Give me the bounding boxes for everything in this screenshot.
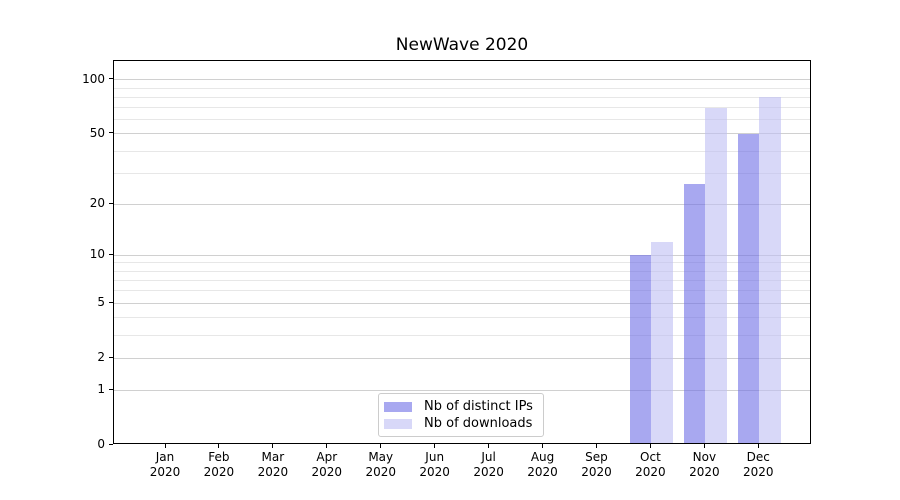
x-tick-mark: [434, 444, 436, 448]
legend-item: Nb of distinct IPs: [384, 398, 543, 415]
x-tick-mark: [326, 444, 328, 448]
y-tick-mark: [109, 388, 113, 390]
x-tick-label: Sep 2020: [581, 450, 612, 479]
y-tick-mark: [109, 132, 113, 134]
y-tick-label: 50: [89, 125, 105, 140]
gridline-minor: [114, 262, 810, 264]
gridline-minor: [114, 270, 810, 272]
y-tick-mark: [109, 356, 113, 358]
y-tick-label: 10: [89, 247, 105, 262]
bar-distinct-ips: [737, 133, 760, 443]
chart-title: NewWave 2020: [395, 35, 529, 55]
bar-downloads: [759, 97, 781, 443]
gridline-minor: [114, 87, 810, 89]
legend: Nb of distinct IPs Nb of downloads: [378, 393, 544, 437]
legend-item: Nb of downloads: [384, 415, 543, 432]
bar-downloads: [651, 242, 673, 443]
gridline-minor: [114, 334, 810, 336]
gridline-major: [114, 254, 810, 256]
y-tick-label: 1: [97, 382, 105, 397]
gridline-minor: [114, 150, 810, 152]
gridline-minor: [114, 279, 810, 281]
y-tick-mark: [109, 202, 113, 204]
gridline-major: [114, 79, 810, 81]
gridline-minor: [114, 317, 810, 319]
x-tick-label: Jun 2020: [419, 450, 450, 479]
gridline-minor: [114, 290, 810, 292]
gridline-major: [114, 357, 810, 359]
gridline-major: [114, 203, 810, 205]
legend-label: Nb of distinct IPs: [424, 399, 533, 414]
y-tick-label: 100: [82, 71, 105, 86]
x-tick-label: Dec 2020: [743, 450, 774, 479]
x-tick-mark: [757, 444, 759, 448]
gridline-major: [114, 389, 810, 391]
gridline-major: [114, 133, 810, 135]
x-tick-mark: [218, 444, 220, 448]
x-tick-label: Mar 2020: [257, 450, 289, 479]
y-tick-mark: [109, 78, 113, 80]
y-tick-mark: [109, 443, 113, 445]
legend-swatch-downloads: [384, 418, 412, 429]
x-tick-label: Nov 2020: [689, 450, 720, 479]
gridline-minor: [114, 107, 810, 109]
x-tick-label: Jan 2020: [149, 450, 181, 479]
bar-distinct-ips: [683, 184, 706, 443]
x-tick-label: Apr 2020: [311, 450, 343, 479]
x-tick-label: May 2020: [365, 450, 396, 479]
x-tick-mark: [272, 444, 274, 448]
x-tick-mark: [488, 444, 490, 448]
x-tick-mark: [380, 444, 382, 448]
x-tick-mark: [649, 444, 651, 448]
y-tick-mark: [109, 253, 113, 255]
y-tick-label: 0: [97, 437, 105, 451]
gridline-minor: [114, 119, 810, 121]
gridline-major: [114, 302, 810, 304]
bar-downloads: [705, 107, 727, 443]
x-tick-mark: [164, 444, 166, 448]
legend-swatch-distinct-ips: [384, 401, 412, 412]
x-tick-label: Oct 2020: [635, 450, 666, 479]
x-tick-label: Aug 2020: [527, 450, 558, 479]
x-tick-label: Feb 2020: [203, 450, 235, 479]
y-tick-mark: [109, 301, 113, 303]
y-tick-label: 2: [97, 350, 105, 365]
y-tick-label: 5: [97, 295, 105, 310]
x-tick-mark: [703, 444, 705, 448]
plot-area: [113, 60, 811, 444]
gridline-minor: [114, 172, 810, 174]
x-tick-mark: [595, 444, 597, 448]
gridline-minor: [114, 96, 810, 98]
bar-distinct-ips: [629, 255, 652, 443]
legend-rows: Nb of distinct IPs Nb of downloads: [384, 398, 543, 432]
x-tick-mark: [542, 444, 544, 448]
x-tick-label: Jul 2020: [473, 450, 504, 479]
legend-label: Nb of downloads: [424, 416, 533, 431]
y-tick-label: 20: [89, 196, 105, 211]
